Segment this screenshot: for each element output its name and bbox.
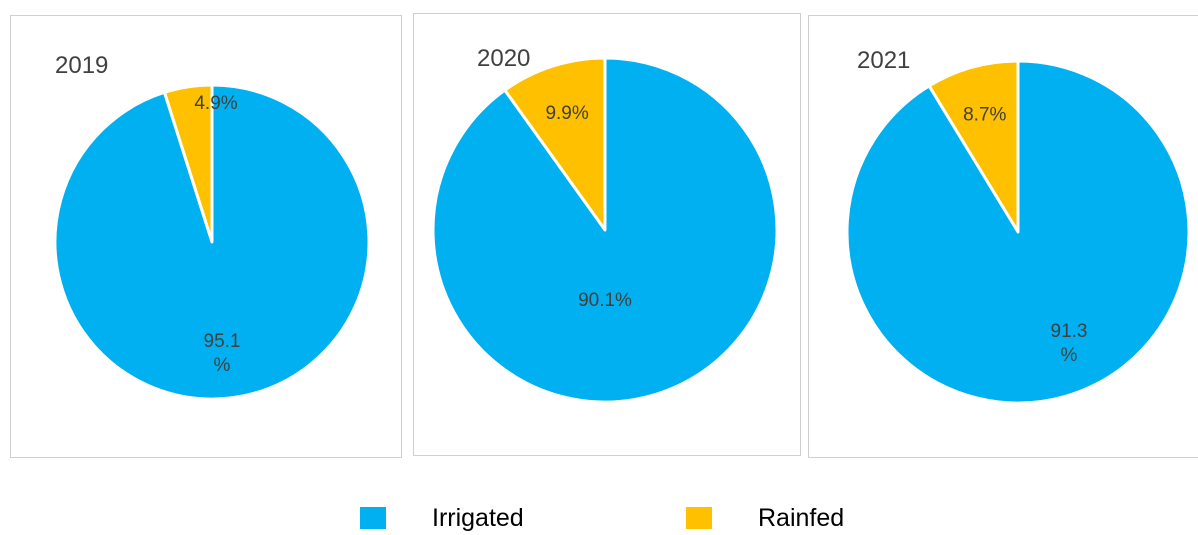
- data-label-rainfed-2021-line-1: 8.7%: [963, 104, 1006, 125]
- legend-item-rainfed: Rainfed: [686, 505, 844, 531]
- legend-swatch-rainfed: [686, 507, 712, 529]
- pie-slice-irrigated-2020: [431, 56, 779, 404]
- pie-chart-2019: 4.9% 95.1%: [53, 83, 371, 401]
- data-label-irrigated-2019-line-2: %: [214, 355, 231, 376]
- pie-chart-2021: 8.7% 91.3%: [845, 59, 1191, 405]
- legend: Irrigated Rainfed: [0, 505, 1198, 535]
- legend-swatch-irrigated: [360, 507, 386, 529]
- pie-slice-rainfed-2021: [927, 59, 1020, 234]
- chart-title-2019: 2019: [55, 52, 109, 79]
- data-label-irrigated-2021-line-2: %: [1061, 345, 1078, 366]
- chart-title-2020: 2020: [477, 45, 531, 72]
- data-label-irrigated-2021-line-1: 91.3: [1051, 321, 1088, 342]
- data-label-rainfed-2020-line-1: 9.9%: [545, 103, 588, 124]
- pie-panel-2020: 2020 9.9% 90.1%: [413, 13, 801, 456]
- pie-slice-irrigated-2021: [845, 59, 1191, 405]
- data-label-irrigated-2019-line-1: 95.1: [204, 331, 241, 352]
- data-label-irrigated-2020-line-1: 90.1%: [578, 290, 632, 311]
- pie-slice-irrigated-2019: [53, 83, 371, 401]
- pie-panel-2019: 2019 4.9% 95.1%: [10, 15, 402, 458]
- legend-label-rainfed: Rainfed: [758, 504, 845, 532]
- legend-item-irrigated: Irrigated: [360, 505, 524, 531]
- legend-label-irrigated: Irrigated: [432, 504, 524, 532]
- pie-panel-2021: 2021 8.7% 91.3%: [808, 15, 1198, 458]
- data-label-rainfed-2019-line-1: 4.9%: [194, 93, 237, 114]
- chart-title-2021: 2021: [857, 47, 911, 74]
- pie-chart-2020: 9.9% 90.1%: [431, 56, 779, 404]
- pie-slice-rainfed-2020: [503, 56, 607, 232]
